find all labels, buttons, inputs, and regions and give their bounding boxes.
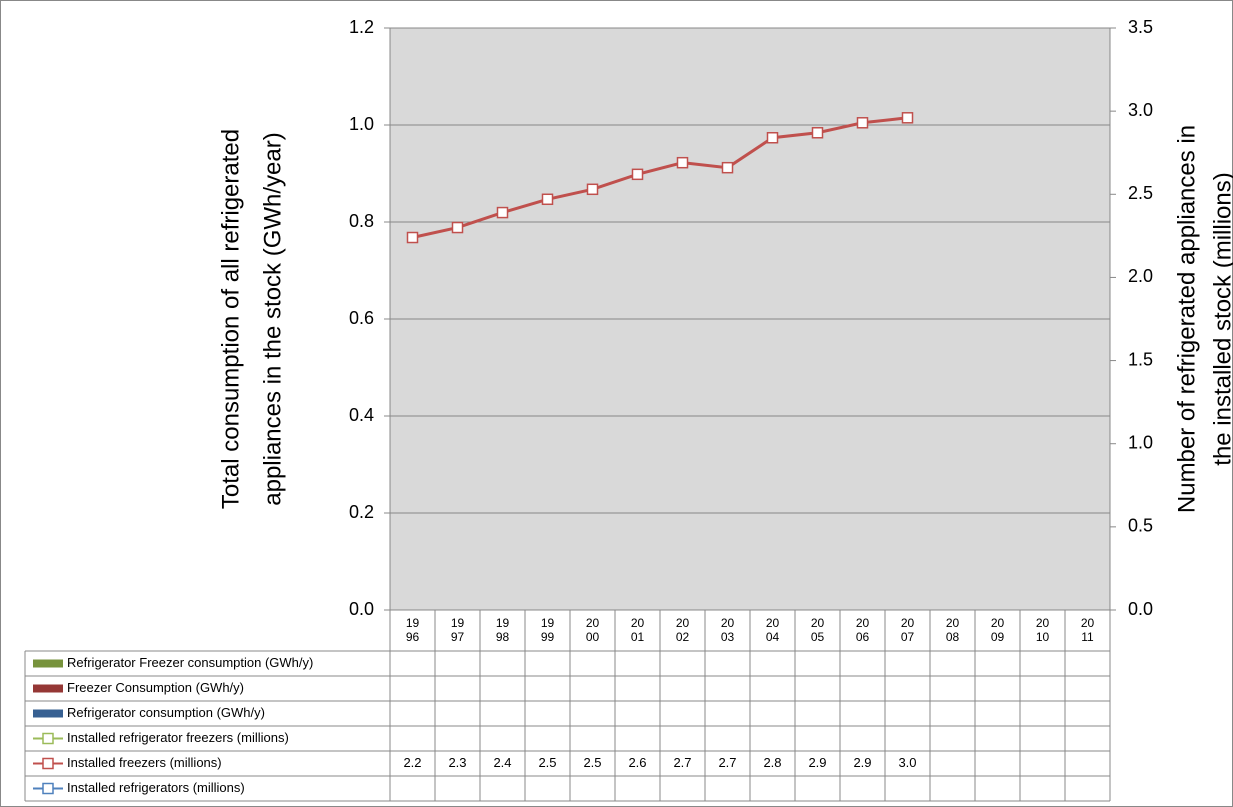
legend-swatch <box>33 684 63 693</box>
x-tick-label: 1998 <box>495 616 510 644</box>
legend-label: Freezer Consumption (GWh/y) <box>67 680 244 695</box>
legend-label: Refrigerator consumption (GWh/y) <box>67 705 265 720</box>
y-axis-title: appliances in the stock (GWh/year) <box>259 132 286 506</box>
table-value: 2.5 <box>538 755 556 770</box>
y-tick-label: 1.2 <box>349 17 374 37</box>
table-value: 2.5 <box>583 755 601 770</box>
table-value: 2.6 <box>628 755 646 770</box>
y2-tick-label: 3.0 <box>1128 100 1153 120</box>
y-tick-label: 0.4 <box>349 405 374 425</box>
data-point <box>496 206 509 219</box>
y2-tick-label: 1.0 <box>1128 432 1153 452</box>
y2-axis-title: Number of refrigerated appliances in <box>1173 125 1200 513</box>
x-tick-label: 2008 <box>945 616 960 644</box>
table-value: 2.7 <box>718 755 736 770</box>
table-value: 2.4 <box>493 755 511 770</box>
y-tick-label: 0.6 <box>349 308 374 328</box>
series-line <box>412 116 908 239</box>
data-point <box>451 221 464 234</box>
data-point <box>721 161 734 174</box>
x-tick-label: 2000 <box>585 616 600 644</box>
x-tick-label: 2002 <box>675 616 690 644</box>
x-tick-label: 2006 <box>855 616 870 644</box>
y2-tick-label: 2.0 <box>1128 266 1153 286</box>
y-tick-label: 0.8 <box>349 211 374 231</box>
table-value: 2.8 <box>763 755 781 770</box>
table-value: 2.9 <box>853 755 871 770</box>
y-tick-label: 0.0 <box>349 599 374 619</box>
data-point <box>541 193 554 206</box>
legend-swatch <box>33 659 63 668</box>
table-value: 2.9 <box>808 755 826 770</box>
table-value: 2.2 <box>403 755 421 770</box>
data-point <box>811 127 824 139</box>
data-point <box>766 131 779 144</box>
y-axis-title: Total consumption of all refrigerated <box>217 129 244 509</box>
legend-marker <box>42 782 54 795</box>
table-value: 2.3 <box>448 755 466 770</box>
y2-tick-label: 3.5 <box>1128 17 1153 37</box>
x-tick-label: 1999 <box>540 616 555 644</box>
data-point <box>586 183 599 196</box>
data-point <box>856 117 869 129</box>
x-tick-label: 2005 <box>810 616 825 644</box>
table-value: 2.7 <box>673 755 691 770</box>
y2-tick-label: 2.5 <box>1128 183 1153 203</box>
data-point <box>676 156 689 169</box>
x-tick-label: 2004 <box>765 616 780 644</box>
legend-marker <box>42 757 54 770</box>
legend-label: Installed freezers (millions) <box>67 755 222 770</box>
x-tick-label: 1997 <box>450 616 465 644</box>
x-tick-label: 2010 <box>1035 616 1050 644</box>
x-tick-label: 2001 <box>630 616 645 644</box>
y2-tick-label: 0.0 <box>1128 599 1153 619</box>
y2-tick-label: 0.5 <box>1128 516 1153 536</box>
y-tick-label: 1.0 <box>349 114 374 134</box>
legend-swatch <box>33 709 63 718</box>
y-tick-label: 0.2 <box>349 502 374 522</box>
data-point <box>901 112 914 124</box>
legend-marker <box>42 732 54 745</box>
table-value: 3.0 <box>898 755 916 770</box>
data-point <box>406 231 419 244</box>
data-point <box>631 168 644 181</box>
legend-label: Refrigerator Freezer consumption (GWh/y) <box>67 655 313 670</box>
legend-label: Installed refrigerator freezers (million… <box>67 730 289 745</box>
legend-label: Installed refrigerators (millions) <box>67 780 245 795</box>
x-tick-label: 2009 <box>990 616 1005 644</box>
x-tick-label: 2007 <box>900 616 915 644</box>
y2-axis-title: the installed stock (millions) <box>1209 172 1233 465</box>
x-tick-label: 2011 <box>1080 616 1095 644</box>
x-tick-label: 2003 <box>720 616 735 644</box>
x-tick-label: 1996 <box>405 616 420 644</box>
y2-tick-label: 1.5 <box>1128 349 1153 369</box>
